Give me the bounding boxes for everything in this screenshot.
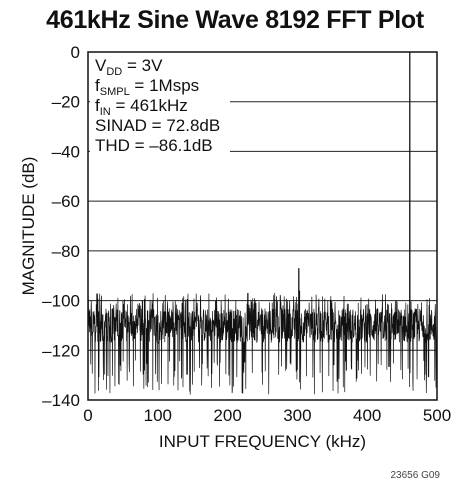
y-tick-label: –140 — [42, 391, 80, 410]
y-axis-label: MAGNITUDE (dB) — [19, 157, 38, 296]
x-tick-label: 0 — [83, 406, 92, 425]
y-tick-labels: 0 –20 –40 –60 –80 –100 –120 –140 — [42, 43, 80, 410]
plot-frame — [87, 51, 438, 401]
annotation-line: THD = –86.1dB — [95, 136, 213, 155]
y-tick-label: –80 — [52, 242, 80, 261]
annotation-line: fSMPL = 1Msps — [95, 76, 199, 98]
y-tick-label: –20 — [52, 93, 80, 112]
y-tick-label: –60 — [52, 192, 80, 211]
y-tick-label: –120 — [42, 341, 80, 360]
y-tick-label: 0 — [71, 43, 80, 62]
annotation-line: VDD = 3V — [95, 56, 163, 78]
x-tick-labels: 0 100 200 300 400 500 — [83, 406, 451, 425]
annotation-line: fIN = 461kHz — [95, 96, 188, 118]
x-tick-label: 100 — [144, 406, 172, 425]
fft-series-line — [87, 51, 438, 395]
figure-id: 23656 G09 — [390, 470, 441, 481]
annotation-box — [90, 55, 230, 167]
x-tick-label: 300 — [283, 406, 311, 425]
x-tick-label: 500 — [423, 406, 451, 425]
fft-trace — [87, 51, 438, 395]
y-tick-label: –40 — [52, 142, 80, 161]
y-tick-label: –100 — [42, 292, 80, 311]
x-tick-label: 400 — [353, 406, 381, 425]
chart-title: 461kHz Sine Wave 8192 FFT Plot — [46, 6, 424, 34]
annotation-background — [90, 55, 230, 167]
x-axis-label: INPUT FREQUENCY (kHz) — [159, 432, 366, 451]
x-tick-label: 200 — [213, 406, 241, 425]
annotation-line: SINAD = 72.8dB — [95, 116, 220, 135]
